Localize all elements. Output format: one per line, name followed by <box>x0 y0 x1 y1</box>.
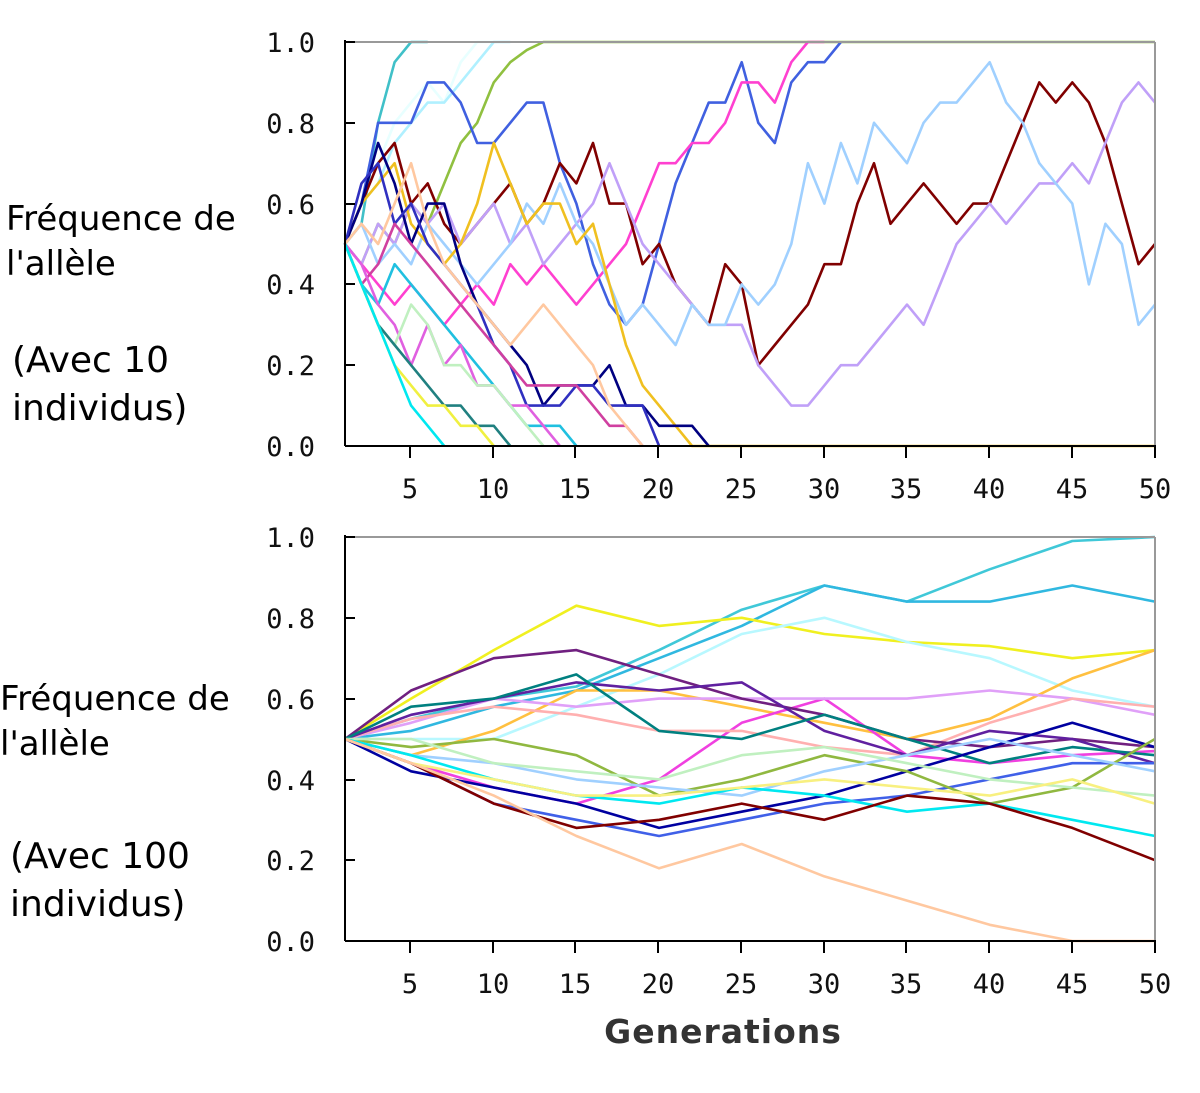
x-tick-label: 40 <box>973 474 1006 505</box>
y-tick-label: 0.8 <box>266 109 315 140</box>
series-line-3 <box>344 604 1156 741</box>
chart-top: Fréquence de l'allèle (Avec 10 individus… <box>6 28 1171 505</box>
series-line-13 <box>343 222 644 447</box>
x-tick-label: 10 <box>477 474 510 505</box>
x-ticks-bottom: 5 10 15 20 25 30 35 40 45 50 <box>402 941 1171 1000</box>
x-tick-label: 5 <box>402 474 418 505</box>
series-line-20 <box>343 243 446 447</box>
y-tick-label: 0.0 <box>266 927 315 958</box>
x-tick-label: 20 <box>642 969 675 1000</box>
y-tick-label: 0.2 <box>266 351 315 382</box>
x-ticks-top: 5 10 15 20 25 30 35 40 45 50 <box>402 446 1171 505</box>
series-line-18 <box>344 737 1156 862</box>
x-tick-label: 10 <box>477 969 510 1000</box>
series-line-9 <box>343 60 1157 347</box>
x-tick-label: 50 <box>1139 474 1172 505</box>
y-tick-label: 0.8 <box>266 604 315 635</box>
x-tick-label: 15 <box>559 474 592 505</box>
x-tick-label: 35 <box>890 969 923 1000</box>
ylabel-bottom: Fréquence de l'allèle (Avec 100 individu… <box>0 679 230 925</box>
ylabel-bottom-line-1: Fréquence de <box>0 679 230 719</box>
x-tick-label: 40 <box>973 969 1006 1000</box>
y-ticks-bottom: 0.0 0.2 0.4 0.6 0.8 1.0 <box>266 523 355 958</box>
series-line-12 <box>343 161 661 447</box>
series-line-15 <box>344 737 1156 797</box>
series-line-16 <box>343 243 561 447</box>
x-tick-label: 50 <box>1139 969 1172 1000</box>
series-line-16 <box>345 737 1156 797</box>
x-tick-label: 25 <box>725 474 758 505</box>
x-tick-label: 35 <box>890 474 923 505</box>
series-line-20 <box>344 737 1155 943</box>
y-tick-label: 1.0 <box>266 28 315 59</box>
plot-lines-bottom <box>344 535 1156 943</box>
series-line-8 <box>344 697 1156 757</box>
series-line-14 <box>343 161 644 447</box>
series-line-7 <box>343 81 1157 367</box>
ylabel-top-line-2: l'allèle <box>6 244 116 284</box>
ylabel-top-line-4: individus) <box>12 388 187 429</box>
series-line-17 <box>343 243 545 447</box>
x-tick-label: 15 <box>559 969 592 1000</box>
y-tick-label: 0.0 <box>266 432 315 463</box>
series-line-14 <box>344 737 1156 805</box>
y-tick-label: 1.0 <box>266 523 315 554</box>
plot-lines-top <box>343 40 1157 448</box>
x-tick-label: 30 <box>808 969 841 1000</box>
series-line-2 <box>344 584 1156 741</box>
x-tick-label: 45 <box>1056 474 1089 505</box>
ylabel-bottom-line-4: individus) <box>10 884 185 925</box>
series-line-5 <box>343 41 842 327</box>
ylabel-bottom-line-2: l'allèle <box>0 724 110 764</box>
x-tick-label: 30 <box>808 474 841 505</box>
x-tick-label: 20 <box>642 474 675 505</box>
series-line-6 <box>344 697 1156 805</box>
ylabel-top: Fréquence de l'allèle (Avec 10 individus… <box>6 199 236 429</box>
ylabel-bottom-line-3: (Avec 100 <box>10 836 190 877</box>
y-tick-label: 0.4 <box>266 766 315 797</box>
y-ticks-top: 0.0 0.2 0.4 0.6 0.8 1.0 <box>266 28 355 463</box>
chart-bottom: Fréquence de l'allèle (Avec 100 individu… <box>0 523 1171 1051</box>
y-tick-label: 0.6 <box>266 685 315 716</box>
x-tick-label: 45 <box>1056 969 1089 1000</box>
series-line-19 <box>344 737 1156 805</box>
y-tick-label: 0.6 <box>266 190 315 221</box>
series-line-12 <box>344 721 1156 830</box>
series-line-5 <box>344 648 1156 757</box>
x-tick-label: 5 <box>402 969 418 1000</box>
ylabel-top-line-3: (Avec 10 <box>12 340 169 381</box>
ylabel-top-line-1: Fréquence de <box>6 199 236 239</box>
series-line-11 <box>343 141 710 447</box>
series-line-8 <box>343 81 1157 407</box>
y-tick-label: 0.4 <box>266 270 315 301</box>
series-line-10 <box>344 681 1156 765</box>
y-tick-label: 0.2 <box>266 846 315 877</box>
series-line-11 <box>344 673 1156 765</box>
x-tick-label: 25 <box>725 969 758 1000</box>
x-axis-title: Generations <box>604 1012 842 1051</box>
